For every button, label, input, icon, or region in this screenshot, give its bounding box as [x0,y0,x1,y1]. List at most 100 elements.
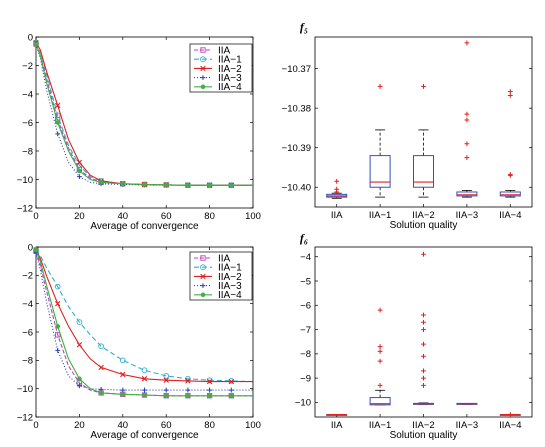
x-tick-label: 80 [204,211,215,222]
data-point-marker [207,387,212,393]
data-point-marker [163,387,169,393]
y-tick-label: −10.37 [282,64,311,75]
x-axis-label: Average of convergence [90,430,199,441]
outlier-marker [377,383,383,388]
x-tick-label: 80 [204,420,215,431]
legend-label: IIA−4 [218,82,242,93]
x-axis-label: Solution quality [390,430,458,441]
y-tick-label: −4 [22,299,33,310]
data-point-marker [55,323,61,329]
outlier-marker [464,40,470,46]
series-line [35,43,253,186]
y-tick-label: −6 [22,327,33,338]
legend-label: IIA−2 [218,272,242,283]
outlier-marker [421,341,426,347]
box [369,397,391,406]
outlier-marker [377,307,383,313]
outlier-marker [421,84,426,89]
x-tick-label: 20 [74,211,85,222]
data-point-marker [55,332,61,338]
outlier-marker [464,141,470,147]
series-line [35,249,254,383]
data-point-marker [33,41,39,47]
boxplot-chart-f6: −4 −5 −6 −7 −8 −9 −10 IIA IIA−1 IIA−2 IIA−3 IIA−4 So… [295,231,533,441]
y-tick-label: 0 [28,242,33,253]
x-tick-label: IIA−1 [369,420,391,431]
x-tick-label: 60 [161,211,172,222]
outlier-marker [377,349,383,354]
data-point-marker [185,393,191,399]
data-point-marker [98,343,104,350]
outlier-marker [507,93,513,98]
data-point-marker [200,273,206,280]
legend-label: IIA [218,45,231,56]
outlier-marker [464,111,470,117]
y-tick-label: −8 [300,349,311,360]
data-point-marker [142,387,147,393]
data-point-marker [200,264,206,271]
data-point-marker [98,180,104,185]
outlier-marker [377,84,383,89]
outlier-marker [464,117,470,123]
data-point-marker [206,377,213,384]
data-point-marker [207,182,212,188]
data-point-marker [120,387,126,393]
outlier-marker [507,172,513,178]
data-point-marker [228,378,235,384]
x-tick-label: 40 [118,420,129,431]
outlier-marker [464,155,470,160]
data-point-marker [76,319,83,325]
data-point-marker [77,174,82,180]
data-point-marker [141,376,148,382]
legend-label: IIA−1 [218,263,242,274]
data-point-marker [200,283,206,288]
data-point-marker [200,75,206,80]
data-point-marker [185,378,191,384]
y-tick-label: −10 [295,398,311,409]
data-point-marker [185,182,191,188]
y-tick-label: 0 [28,32,33,43]
y-tick-label: −10.39 [282,143,311,154]
outlier-marker [421,383,426,388]
outlier-marker [507,412,513,417]
outlier-marker [334,189,340,195]
x-tick-label: IIA−2 [412,420,434,431]
y-tick-label: −4 [22,89,33,100]
data-point-marker [200,65,206,72]
data-point-marker [55,348,61,353]
outlier-marker [421,327,426,332]
data-point-marker [163,373,170,379]
x-tick-label: 100 [245,211,261,222]
data-point-marker [200,84,206,90]
data-point-marker [33,247,39,253]
data-point-marker [185,387,191,393]
outlier-marker [421,251,426,257]
x-tick-label: 20 [74,420,85,431]
y-tick-label: −12 [17,203,33,214]
data-point-marker [163,182,169,188]
outlier-marker [377,344,383,349]
y-tick-label: −7 [300,325,311,336]
data-point-marker [228,393,234,399]
convergence-chart-f5: 0 20 40 60 80 100 0 −2 −4 −6 −8 −10 −12 Average of co… [17,32,261,232]
outlier-marker [421,368,426,374]
x-tick-label: IIA [331,420,343,431]
chart-title: f₅ [300,20,308,34]
data-point-marker [200,56,206,63]
y-tick-label: −8 [22,146,33,157]
convergence-chart-f6: 0 20 40 60 80 100 0 −2 −4 −6 −8 −10 −12 Average of co… [17,242,261,441]
x-tick-label: IIA−3 [456,210,478,221]
y-tick-label: −10.40 [282,183,311,194]
chart-title: f₆ [300,231,308,245]
plot-area [314,246,533,418]
x-tick-label: 0 [33,420,38,431]
y-tick-label: −6 [22,118,33,129]
data-point-marker [200,47,206,53]
data-point-marker [200,255,206,261]
legend-label: IIA−3 [218,281,242,292]
data-point-marker [141,367,148,374]
data-point-marker [120,391,126,397]
data-point-marker [98,390,104,396]
outlier-marker [421,353,426,359]
data-point-marker [228,378,234,385]
